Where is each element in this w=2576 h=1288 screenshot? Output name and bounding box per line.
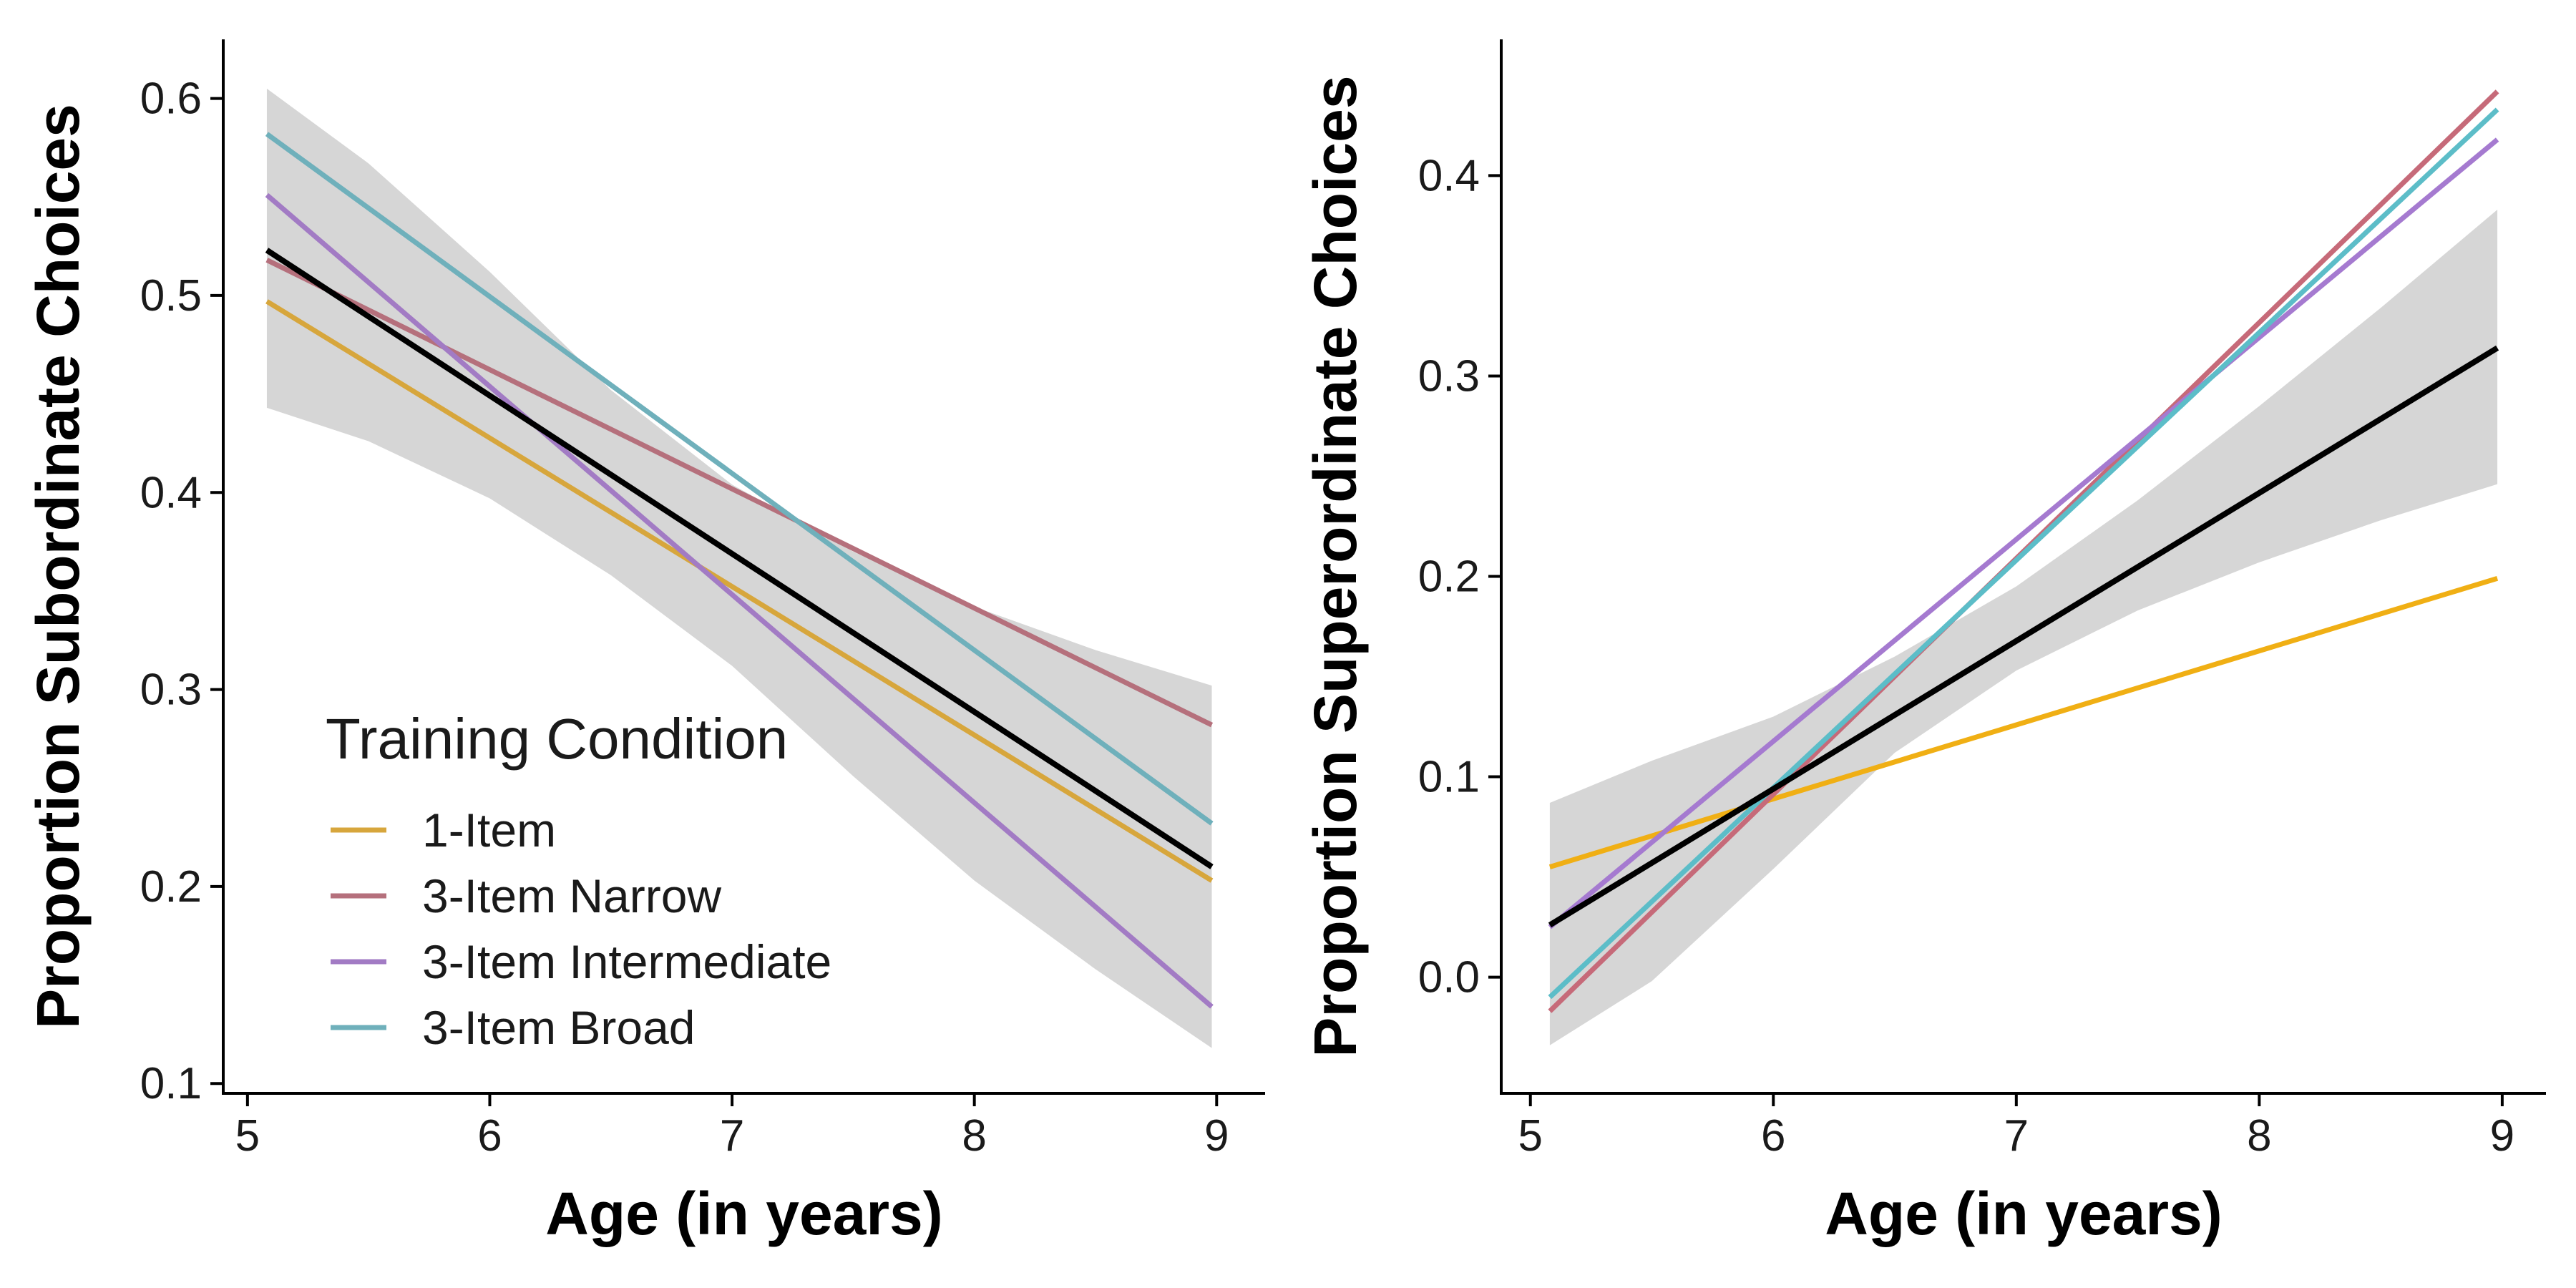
subordinate-y-tick-label: 0.2 — [140, 862, 202, 912]
subordinate-y-tick-label: 0.3 — [140, 665, 202, 715]
superordinate-overall-fit-line — [1548, 345, 2499, 928]
subordinate-x-tick-label: 6 — [477, 1111, 502, 1161]
superordinate-y-tick-label: 0.2 — [1418, 552, 1480, 602]
legend-label-3-item-intermediate: 3-Item Intermediate — [422, 935, 831, 988]
superordinate-x-tick-label: 9 — [2490, 1111, 2514, 1161]
subordinate-y-tick-label: 0.4 — [140, 468, 202, 517]
superordinate-y-tick-label: 0.4 — [1418, 151, 1480, 200]
superordinate-y-axis-title: Proportion Superordinate Choices — [1302, 75, 1369, 1057]
legend-label-3-item-broad: 3-Item Broad — [422, 1001, 696, 1054]
superordinate-x-axis-title: Age (in years) — [1825, 1180, 2223, 1247]
superordinate-x-tick-label: 5 — [1518, 1111, 1543, 1161]
superordinate-panel: 5 6 7 8 9 0.0 0.1 0.2 0.3 0.4 Age (in years) Propor… — [1302, 39, 2546, 1247]
subordinate-line-3-item-narrow — [265, 258, 1214, 728]
legend: Training Condition 1-Item 3-Item Narrow 3-I… — [326, 707, 831, 1054]
superordinate-line-3-item-broad — [1548, 107, 2499, 1000]
legend-label-1-item: 1-Item — [422, 804, 556, 857]
subordinate-x-tick-label: 9 — [1204, 1111, 1229, 1161]
superordinate-y-tick-label: 0.0 — [1418, 953, 1480, 1002]
subordinate-x-axis-title: Age (in years) — [545, 1180, 943, 1247]
legend-label-3-item-narrow: 3-Item Narrow — [422, 869, 721, 922]
superordinate-line-1-item — [1548, 575, 2499, 869]
subordinate-line-3-item-broad — [265, 132, 1214, 826]
subordinate-line-1-item — [265, 299, 1214, 883]
subordinate-confidence-band — [266, 88, 1212, 1048]
superordinate-x-tick-label: 7 — [2004, 1111, 2029, 1161]
superordinate-confidence-band — [1549, 210, 2498, 1045]
subordinate-overall-fit-line — [265, 248, 1214, 869]
superordinate-line-3-item-intermediate — [1548, 137, 2499, 930]
subordinate-x-tick-label: 7 — [720, 1111, 744, 1161]
subordinate-y-tick-label: 0.1 — [140, 1059, 202, 1108]
superordinate-x-tick-label: 8 — [2247, 1111, 2271, 1161]
subordinate-x-tick-label: 8 — [962, 1111, 986, 1161]
subordinate-y-tick-label: 0.6 — [140, 74, 202, 124]
superordinate-x-tick-label: 6 — [1761, 1111, 1785, 1161]
subordinate-y-axis-title: Proportion Subordinate Choices — [24, 104, 92, 1029]
subordinate-x-tick-label: 5 — [235, 1111, 260, 1161]
subordinate-y-tick-label: 0.5 — [140, 271, 202, 321]
subordinate-line-3-item-intermediate — [265, 192, 1214, 1009]
subordinate-panel: 5 6 7 8 9 0.1 0.2 0.3 0.4 0.5 0.6 Age (in years) Pro… — [24, 39, 1265, 1247]
superordinate-y-tick-label: 0.3 — [1418, 351, 1480, 401]
superordinate-y-tick-label: 0.1 — [1418, 753, 1480, 802]
legend-title: Training Condition — [326, 707, 788, 771]
